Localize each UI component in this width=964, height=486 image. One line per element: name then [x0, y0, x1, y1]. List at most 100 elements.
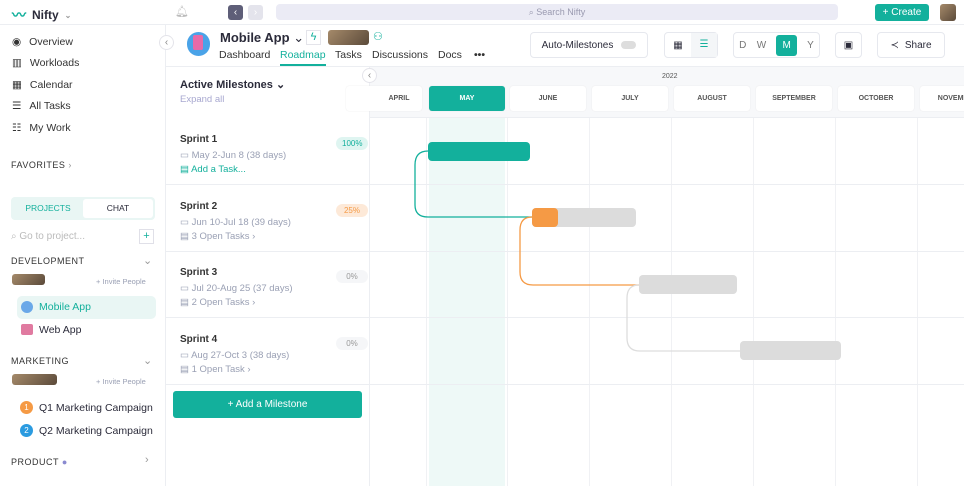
- collapse-sidebar-button[interactable]: ‹: [159, 35, 174, 50]
- project-q2-marketing[interactable]: 2 Q2 Marketing Campaign: [20, 424, 153, 437]
- tab-dashboard[interactable]: Dashboard: [219, 49, 271, 61]
- milestone-name[interactable]: Sprint 4: [180, 334, 218, 346]
- milestone-row[interactable]: [166, 118, 964, 185]
- favorites-label: FAVORITES: [11, 160, 66, 170]
- active-milestones-dropdown[interactable]: Active Milestones ⌄: [180, 79, 286, 91]
- calendar-icon: ▭: [180, 350, 192, 362]
- search-input[interactable]: ⌕ Search Nifty: [276, 4, 838, 20]
- expand-all-link[interactable]: Expand all: [180, 94, 225, 105]
- bell-icon[interactable]: 🔔︎: [175, 6, 189, 18]
- tasks: 1 Open Task: [191, 364, 245, 376]
- sidebar-item-workloads[interactable]: ▥ Workloads: [12, 57, 79, 69]
- dates: Jul 20-Aug 25 (37 days): [191, 283, 293, 295]
- back-button[interactable]: ‹: [228, 5, 243, 20]
- milestone-name[interactable]: Sprint 3: [180, 267, 218, 279]
- scale-day[interactable]: D: [739, 39, 747, 51]
- month-august: AUGUST: [674, 86, 750, 111]
- dependency-line: [519, 216, 639, 286]
- sidebar-item-calendar[interactable]: ▦ Calendar: [12, 79, 73, 91]
- tab-chat[interactable]: CHAT: [83, 199, 153, 218]
- sprint-2-progress: [532, 208, 558, 227]
- dates: Jun 10-Jul 18 (39 days): [191, 216, 291, 228]
- tab-projects[interactable]: PROJECTS: [25, 203, 71, 213]
- scale-month[interactable]: M: [776, 34, 797, 56]
- forward-button[interactable]: ›: [248, 5, 263, 20]
- sidebar-item-my-work[interactable]: ☷ My Work: [12, 122, 71, 134]
- month-october: OCTOBER: [838, 86, 914, 111]
- milestone-name[interactable]: Sprint 1: [180, 134, 218, 145]
- calendar-icon: ▭: [180, 283, 192, 295]
- invite-people-link[interactable]: + Invite People: [96, 277, 146, 286]
- list-view-icon[interactable]: ☰: [691, 33, 717, 57]
- chart-icon: ▥: [12, 57, 22, 69]
- label: My Work: [29, 122, 71, 134]
- dates: May 2-Jun 8 (38 days): [191, 150, 287, 161]
- project-title[interactable]: Mobile App ⌄: [220, 30, 304, 46]
- scale-week[interactable]: W: [756, 39, 767, 51]
- chevron-right-icon[interactable]: ›: [145, 454, 149, 466]
- chevron-down-icon[interactable]: ⌄: [143, 355, 153, 367]
- milestone-row[interactable]: [166, 251, 964, 318]
- dates: Aug 27-Oct 3 (38 days): [191, 350, 290, 362]
- tab-docs[interactable]: Docs: [438, 49, 462, 61]
- progress-badge: 0%: [336, 270, 368, 284]
- sidebar-item-all-tasks[interactable]: ☰ All Tasks: [12, 100, 71, 112]
- collapse-panel-button[interactable]: ‹: [362, 68, 377, 83]
- milestone-row[interactable]: [166, 318, 964, 385]
- milestone-tasks-link[interactable]: ▤ 3 Open Tasks ›: [180, 230, 256, 242]
- milestone-dates: ▭ May 2-Jun 8 (38 days): [180, 150, 286, 161]
- share-button[interactable]: ≺ Share: [877, 32, 945, 58]
- sprint-2-bar[interactable]: [532, 208, 636, 227]
- tab-discussions[interactable]: Discussions: [372, 49, 429, 61]
- fullscreen-icon[interactable]: ▣: [835, 32, 862, 58]
- milestone-name[interactable]: Sprint 2: [180, 200, 218, 212]
- project-header: [166, 25, 964, 67]
- favorites-section[interactable]: FAVORITES ›: [11, 160, 72, 170]
- milestone-dates: ▭ Jul 20-Aug 25 (37 days): [180, 283, 293, 294]
- task-icon: ▤: [180, 364, 192, 376]
- search-placeholder: Search Nifty: [536, 7, 586, 17]
- toggle-switch[interactable]: [621, 41, 637, 49]
- nifty-logo-icon: 〰: [12, 7, 26, 23]
- mobile-app-icon: [21, 301, 33, 313]
- label: Share: [904, 39, 932, 51]
- invite-people-link[interactable]: + Invite People: [96, 377, 146, 386]
- tab-tasks[interactable]: Tasks: [335, 49, 362, 61]
- sprint-3-bar[interactable]: [639, 275, 737, 294]
- auto-milestones-toggle[interactable]: Auto-Milestones: [530, 32, 648, 58]
- milestone-row[interactable]: [166, 185, 964, 252]
- chevron-down-icon[interactable]: ⌄: [143, 255, 153, 267]
- group-marketing[interactable]: MARKETING: [11, 356, 70, 366]
- add-milestone-button[interactable]: + Add a Milestone: [173, 391, 362, 418]
- project-web-app[interactable]: Web App: [21, 324, 81, 336]
- app-name: Nifty: [32, 8, 59, 22]
- scale-year[interactable]: Y: [807, 39, 814, 51]
- help-icon: ●: [61, 457, 68, 467]
- current-month-band: [429, 118, 505, 486]
- group-development[interactable]: DEVELOPMENT: [11, 256, 85, 266]
- grid-view-icon[interactable]: ▦: [673, 39, 683, 51]
- sidebar-item-overview[interactable]: ◉ Overview: [12, 36, 73, 48]
- month-gridline: [753, 118, 754, 486]
- label: PRODUCT: [11, 457, 59, 467]
- milestone-tasks-link[interactable]: ▤ Add a Task...: [180, 164, 246, 175]
- project-q1-marketing[interactable]: 1 Q1 Marketing Campaign: [20, 401, 153, 414]
- project-search-input[interactable]: ⌕ Go to project...: [11, 231, 85, 242]
- group-product[interactable]: PRODUCT ●: [11, 457, 68, 467]
- add-member-icon[interactable]: ⚇: [373, 31, 383, 43]
- milestone-tasks-link[interactable]: ▤ 2 Open Tasks ›: [180, 297, 256, 309]
- calendar-icon: ▦: [12, 79, 22, 91]
- sprint-4-bar[interactable]: [740, 341, 841, 360]
- workspace-switcher[interactable]: 〰 Nifty ⌄: [12, 5, 71, 25]
- label: Workloads: [29, 57, 80, 69]
- dependency-line: [414, 150, 532, 218]
- user-avatar[interactable]: [940, 4, 956, 21]
- project-mobile-app[interactable]: Mobile App: [17, 296, 156, 319]
- sprint-1-bar[interactable]: [428, 142, 530, 161]
- more-tabs-button[interactable]: •••: [474, 49, 486, 61]
- milestone-tasks-link[interactable]: ▤ 1 Open Task ›: [180, 364, 251, 376]
- add-project-button[interactable]: +: [139, 229, 154, 244]
- tab-roadmap[interactable]: Roadmap: [280, 49, 326, 66]
- create-button[interactable]: + Create: [875, 4, 929, 21]
- automation-icon[interactable]: ϟ: [306, 30, 321, 45]
